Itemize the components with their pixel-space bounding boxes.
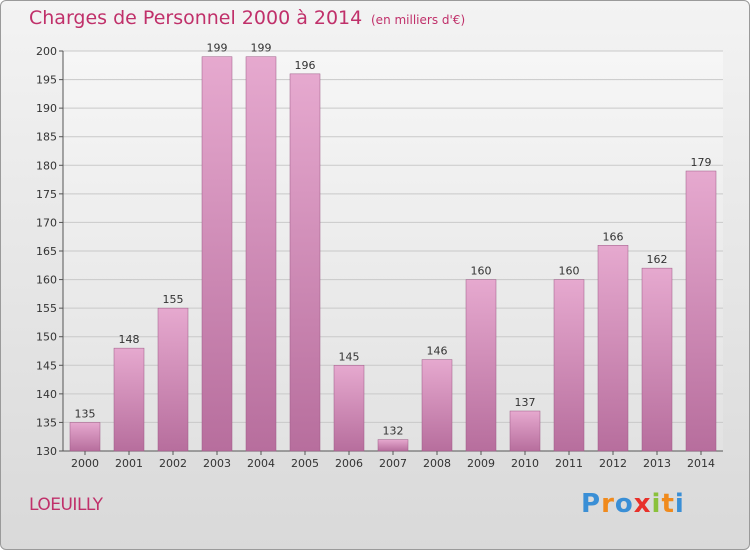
- data-label: 199: [251, 42, 272, 55]
- y-tick-label: 180: [36, 159, 57, 172]
- bar: [69, 422, 101, 452]
- x-tick-label: 2008: [423, 457, 451, 470]
- x-tick-label: 2000: [71, 457, 99, 470]
- logo-letter: x: [633, 489, 652, 519]
- x-tick-label: 2005: [291, 457, 319, 470]
- x-tick-label: 2007: [379, 457, 407, 470]
- data-label: 132: [383, 425, 404, 438]
- y-tick-label: 150: [36, 331, 57, 344]
- logo-letter: t: [661, 489, 675, 519]
- bar: [509, 410, 541, 452]
- x-tick-label: 2012: [599, 457, 627, 470]
- y-tick-label: 200: [36, 45, 57, 58]
- y-tick-label: 195: [36, 74, 57, 87]
- data-label: 135: [75, 407, 96, 420]
- y-tick-label: 135: [36, 416, 57, 429]
- place-name: LOEUILLY: [29, 495, 103, 515]
- bar: [641, 267, 673, 452]
- x-tick-label: 2009: [467, 457, 495, 470]
- bar: [333, 365, 365, 452]
- y-tick-label: 155: [36, 302, 57, 315]
- data-label: 199: [207, 42, 228, 55]
- y-tick-label: 170: [36, 216, 57, 229]
- logo-letter: i: [651, 489, 662, 519]
- logo-letter: o: [614, 489, 634, 519]
- bar: [465, 279, 497, 452]
- proxiti-logo: Proxiti: [581, 489, 685, 519]
- y-tick-label: 130: [36, 445, 57, 458]
- y-tick-label: 190: [36, 102, 57, 115]
- x-tick-label: 2004: [247, 457, 275, 470]
- data-label: 137: [515, 396, 536, 409]
- logo-letter: i: [674, 489, 685, 519]
- bar: [553, 279, 585, 452]
- bar: [377, 439, 409, 452]
- x-tick-label: 2013: [643, 457, 671, 470]
- data-label: 166: [603, 230, 624, 243]
- x-tick-label: 2010: [511, 457, 539, 470]
- y-tick-label: 165: [36, 245, 57, 258]
- data-label: 155: [163, 293, 184, 306]
- x-tick-label: 2014: [687, 457, 715, 470]
- data-label: 160: [471, 265, 492, 278]
- x-tick-label: 2011: [555, 457, 583, 470]
- y-tick-label: 175: [36, 188, 57, 201]
- bar: [157, 307, 189, 452]
- y-tick-label: 160: [36, 274, 57, 287]
- bar: [597, 245, 629, 452]
- y-tick-label: 185: [36, 131, 57, 144]
- data-label: 196: [295, 59, 316, 72]
- data-label: 160: [559, 265, 580, 278]
- x-tick-label: 2006: [335, 457, 363, 470]
- bar: [421, 359, 453, 452]
- data-label: 162: [647, 253, 668, 266]
- bar: [245, 56, 277, 452]
- x-tick-label: 2003: [203, 457, 231, 470]
- chart-subtitle: (en milliers d'€): [371, 13, 466, 27]
- chart-title: Charges de Personnel 2000 à 2014: [29, 7, 363, 29]
- y-tick-label: 140: [36, 388, 57, 401]
- bar: [289, 73, 321, 452]
- x-tick-label: 2001: [115, 457, 143, 470]
- data-label: 146: [427, 345, 448, 358]
- logo-letter: r: [601, 489, 615, 519]
- bar: [113, 347, 145, 452]
- data-label: 148: [119, 333, 140, 346]
- bar: [201, 56, 233, 452]
- y-tick-label: 145: [36, 359, 57, 372]
- data-label: 179: [691, 156, 712, 169]
- logo-letter: P: [581, 489, 602, 519]
- bar: [685, 170, 717, 452]
- data-label: 145: [339, 350, 360, 363]
- x-tick-label: 2002: [159, 457, 187, 470]
